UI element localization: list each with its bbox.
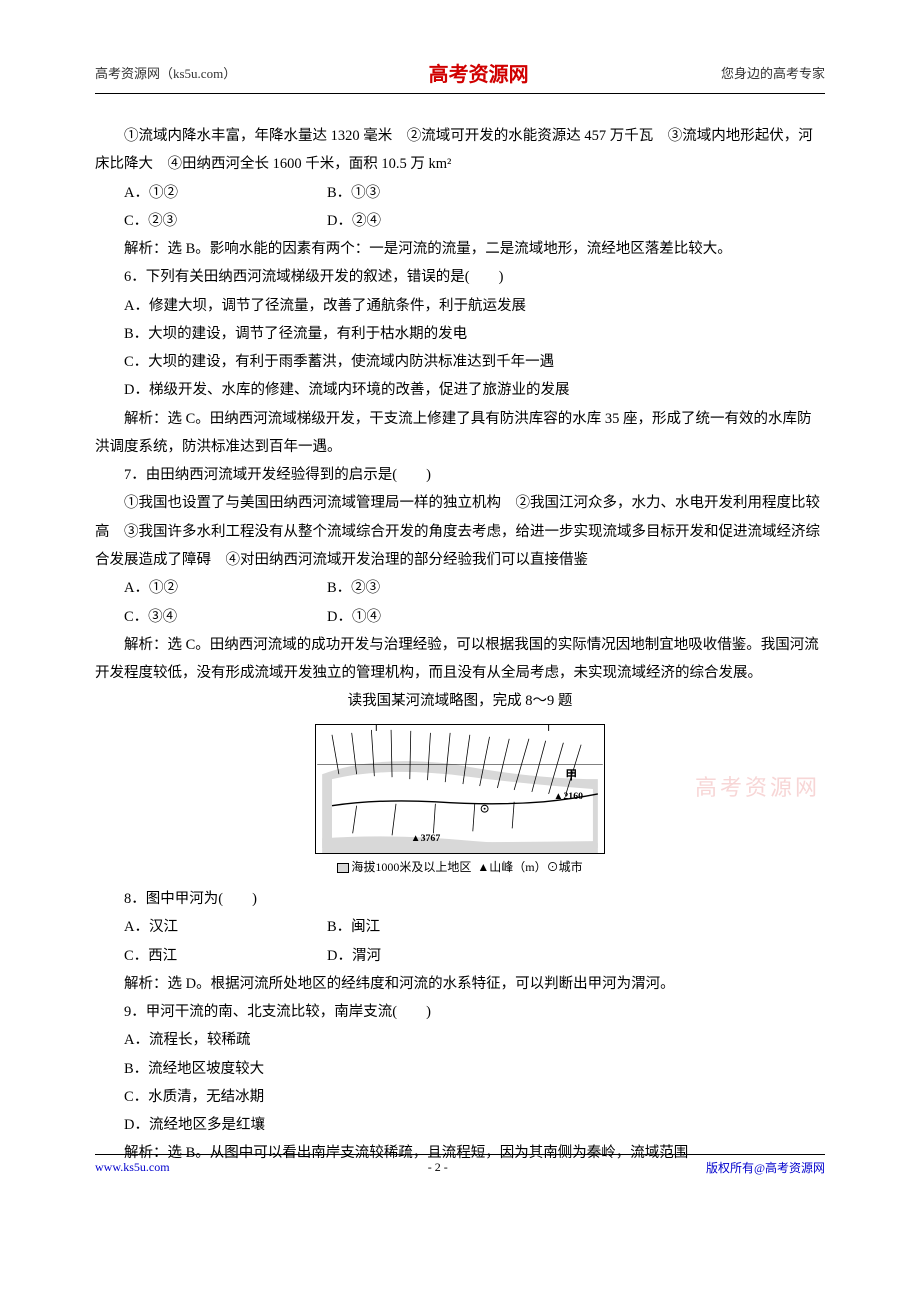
river-basin-map: 105° 110° 35° ▲ 3767 ▲ 2160 甲 海拔1000米及以上… bbox=[315, 724, 605, 879]
answer-7: 解析：选 C。田纳西河流域的成功开发与治理经验，可以根据我国的实际情况因地制宜地… bbox=[95, 631, 825, 688]
answer-5: 解析：选 B。影响水能的因素有两个：一是河流的流量，二是流域地形，流经地区落差比… bbox=[95, 235, 825, 263]
place-jia: 甲 bbox=[565, 768, 577, 782]
option-row: C．②③ D．②④ bbox=[95, 207, 825, 235]
header-site-title: 高考资源网 bbox=[429, 58, 529, 87]
option-a: A．①② bbox=[124, 574, 327, 602]
header-right-text: 您身边的高考专家 bbox=[721, 63, 825, 82]
peak-south-symbol: ▲ bbox=[411, 833, 421, 844]
option-row: A．①② B．②③ bbox=[95, 574, 825, 602]
q6-option-a: A．修建大坝，调节了径流量，改善了通航条件，利于航运发展 bbox=[95, 292, 825, 320]
option-row: A．①② B．①③ bbox=[95, 179, 825, 207]
q8-option-c: C．西江 bbox=[124, 942, 327, 970]
q8-option-d: D．渭河 bbox=[327, 942, 530, 970]
map-svg: 105° 110° 35° ▲ 3767 ▲ 2160 甲 bbox=[315, 724, 605, 854]
caption-city: ⊙城市 bbox=[547, 860, 583, 874]
lon-left-label: 105° bbox=[371, 724, 392, 726]
q6-option-b: B．大坝的建设，调节了径流量，有利于枯水期的发电 bbox=[95, 320, 825, 348]
option-d: D．②④ bbox=[327, 207, 530, 235]
peak-south-value: 3767 bbox=[421, 833, 441, 844]
legend-box-icon bbox=[337, 863, 349, 873]
map-intro: 读我国某河流域略图，完成 8～9 题 bbox=[95, 687, 825, 715]
q9-option-b: B．流经地区坡度较大 bbox=[95, 1055, 825, 1083]
q6-option-d: D．梯级开发、水库的修建、流域内环境的改善，促进了旅游业的发展 bbox=[95, 376, 825, 404]
stem-options-text: ①流域内降水丰富，年降水量达 1320 毫米 ②流域可开发的水能资源达 457 … bbox=[95, 122, 825, 179]
question-8: 8．图中甲河为( ) bbox=[95, 885, 825, 913]
q8-option-b: B．闽江 bbox=[327, 913, 530, 941]
option-b: B．②③ bbox=[327, 574, 530, 602]
option-row: A．汉江 B．闽江 bbox=[95, 913, 825, 941]
q6-option-c: C．大坝的建设，有利于雨季蓄洪，使流域内防洪标准达到千年一遇 bbox=[95, 348, 825, 376]
answer-6: 解析：选 C。田纳西河流域梯级开发，干支流上修建了具有防洪库容的水库 35 座，… bbox=[95, 405, 825, 462]
footer-copyright: 版权所有@高考资源网 bbox=[706, 1159, 825, 1176]
footer-url: www.ks5u.com bbox=[95, 1160, 170, 1175]
question-9: 9．甲河干流的南、北支流比较，南岸支流( ) bbox=[95, 998, 825, 1026]
q9-option-a: A．流程长，较稀疏 bbox=[95, 1026, 825, 1054]
option-row: C．③④ D．①④ bbox=[95, 603, 825, 631]
option-a: A．①② bbox=[124, 179, 327, 207]
footer-page-number: - 2 - bbox=[428, 1160, 448, 1175]
q7-statements: ①我国也设置了与美国田纳西河流域管理局一样的独立机构 ②我国江河众多，水力、水电… bbox=[95, 489, 825, 574]
option-c: C．②③ bbox=[124, 207, 327, 235]
caption-peak: ▲山峰（m） bbox=[477, 860, 546, 874]
peak-east-value: 2160 bbox=[563, 790, 583, 801]
peak-east-symbol: ▲ bbox=[554, 790, 564, 801]
map-caption: 海拔1000米及以上地区 ▲山峰（m）⊙城市 bbox=[315, 856, 605, 879]
option-b: B．①③ bbox=[327, 179, 530, 207]
lon-right-label: 110° bbox=[542, 724, 562, 726]
page-footer: www.ks5u.com - 2 - 版权所有@高考资源网 bbox=[95, 1154, 825, 1176]
q9-option-d: D．流经地区多是红壤 bbox=[95, 1111, 825, 1139]
document-body: ①流域内降水丰富，年降水量达 1320 毫米 ②流域可开发的水能资源达 457 … bbox=[95, 122, 825, 1168]
q9-option-c: C．水质清，无结冰期 bbox=[95, 1083, 825, 1111]
option-c: C．③④ bbox=[124, 603, 327, 631]
q8-option-a: A．汉江 bbox=[124, 913, 327, 941]
question-6: 6．下列有关田纳西河流域梯级开发的叙述，错误的是( ) bbox=[95, 263, 825, 291]
option-d: D．①④ bbox=[327, 603, 530, 631]
page-header: 高考资源网（ks5u.com） 高考资源网 您身边的高考专家 bbox=[95, 58, 825, 94]
caption-elev: 海拔1000米及以上地区 bbox=[351, 860, 471, 874]
header-left-text: 高考资源网（ks5u.com） bbox=[95, 63, 236, 82]
question-7: 7．由田纳西河流域开发经验得到的启示是( ) bbox=[95, 461, 825, 489]
watermark-text: 高考资源网 bbox=[695, 770, 820, 802]
answer-8: 解析：选 D。根据河流所处地区的经纬度和河流的水系特征，可以判断出甲河为渭河。 bbox=[95, 970, 825, 998]
option-row: C．西江 D．渭河 bbox=[95, 942, 825, 970]
